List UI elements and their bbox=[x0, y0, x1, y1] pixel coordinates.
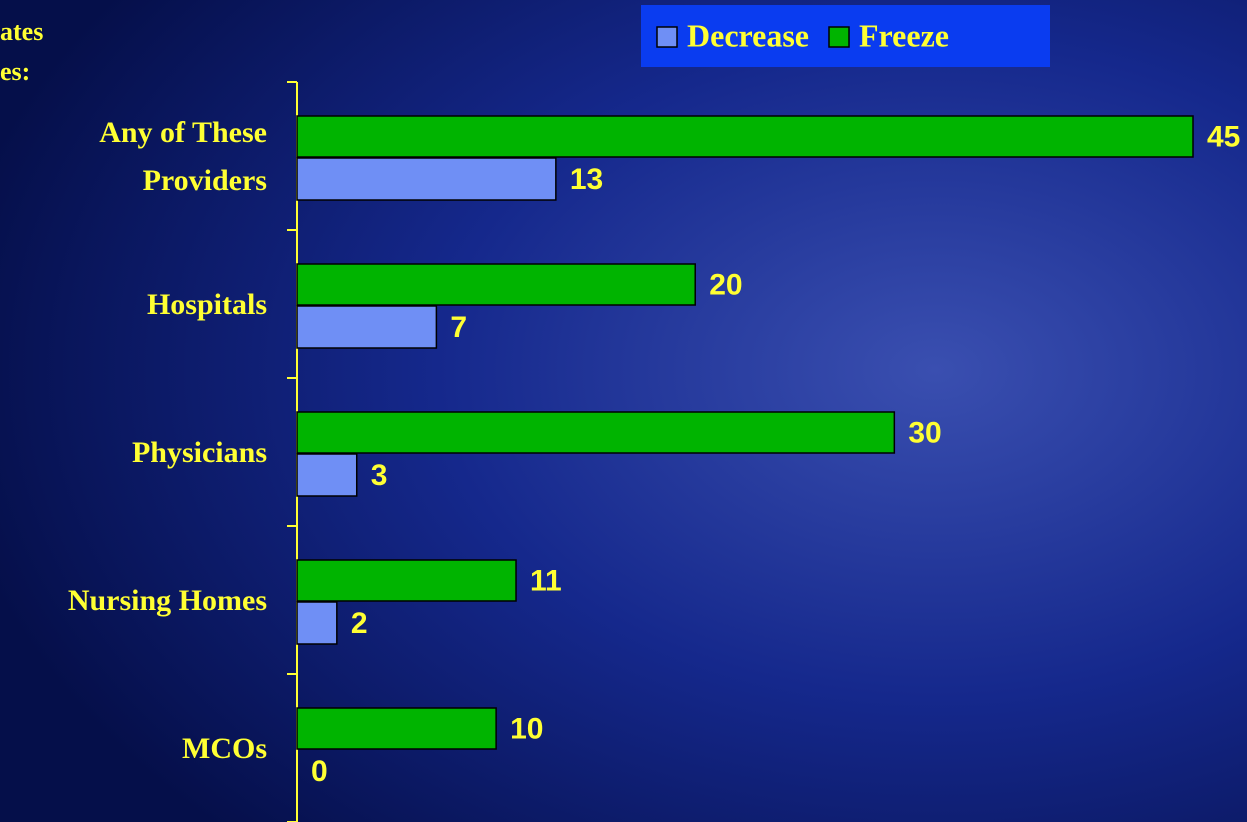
value-label: 10 bbox=[510, 712, 543, 745]
title-line: es: bbox=[0, 57, 30, 86]
plot: ates es: Decrease Freeze Any of These Provide… bbox=[0, 5, 1240, 822]
bar bbox=[296, 707, 497, 750]
legend-label: Freeze bbox=[859, 17, 949, 53]
category-label: Hospitals bbox=[147, 288, 267, 321]
value-label: 11 bbox=[530, 564, 562, 597]
value-label: 0 bbox=[311, 755, 328, 788]
bar bbox=[296, 157, 557, 201]
value-label: 30 bbox=[908, 416, 941, 449]
category-label: Nursing Homes bbox=[68, 584, 267, 617]
bar bbox=[296, 305, 438, 349]
value-label: 13 bbox=[570, 163, 603, 196]
bar bbox=[296, 411, 896, 454]
value-label: 20 bbox=[709, 268, 742, 301]
title-line: ates bbox=[0, 17, 43, 46]
category-label: Providers bbox=[143, 164, 267, 197]
category-label: MCOs bbox=[182, 732, 267, 765]
bar bbox=[296, 263, 696, 306]
category-label: Any of These bbox=[99, 116, 267, 149]
bar bbox=[296, 559, 517, 602]
bar bbox=[296, 453, 358, 497]
legend-swatch bbox=[828, 26, 850, 48]
bar bbox=[296, 601, 338, 645]
legend-label: Decrease bbox=[687, 17, 809, 53]
value-label: 7 bbox=[450, 311, 467, 344]
value-label: 3 bbox=[371, 459, 388, 492]
legend-swatch bbox=[656, 26, 678, 48]
value-label: 45 bbox=[1207, 120, 1240, 153]
category-label: Physicians bbox=[132, 436, 267, 469]
bar bbox=[296, 115, 1194, 158]
value-label: 2 bbox=[351, 607, 368, 640]
